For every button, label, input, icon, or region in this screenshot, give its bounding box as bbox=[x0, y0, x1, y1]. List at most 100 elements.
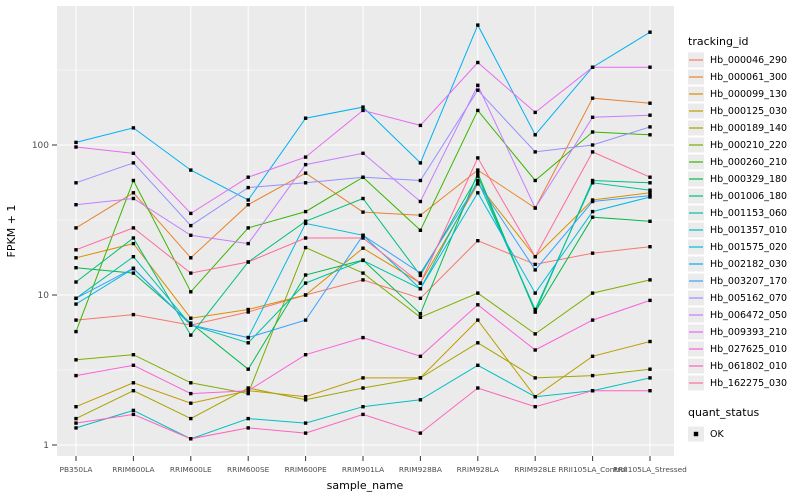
data-point-Hb_001006_180 bbox=[189, 333, 193, 337]
data-point-Hb_001575_020 bbox=[533, 291, 537, 295]
data-point-Hb_002182_030 bbox=[131, 126, 136, 130]
data-point-Hb_162275_030 bbox=[74, 248, 78, 252]
x-axis-title: sample_name bbox=[327, 479, 404, 492]
legend-label-Hb_005162_070: Hb_005162_070 bbox=[710, 293, 787, 304]
x-tick-label: RRIM600PE bbox=[285, 465, 327, 474]
data-point-Hb_002182_030 bbox=[418, 161, 423, 165]
data-point-Hb_001357_010 bbox=[418, 398, 423, 402]
data-point-Hb_000329_180 bbox=[246, 367, 250, 371]
data-point-Hb_162275_030 bbox=[648, 175, 652, 179]
data-point-Hb_005162_070 bbox=[361, 175, 365, 179]
data-point-Hb_000061_300 bbox=[303, 171, 308, 175]
data-point-Hb_000210_220 bbox=[74, 358, 78, 362]
data-point-Hb_000189_140 bbox=[246, 386, 250, 390]
data-point-Hb_003207_170 bbox=[74, 296, 78, 300]
legend-label-Hb_000329_180: Hb_000329_180 bbox=[710, 174, 787, 185]
data-point-Hb_001006_180 bbox=[74, 280, 78, 284]
data-point-Hb_000210_220 bbox=[131, 353, 136, 357]
data-point-Hb_000099_130 bbox=[189, 316, 193, 320]
data-point-Hb_027625_010 bbox=[189, 391, 193, 396]
data-point-Hb_006472_050 bbox=[74, 203, 78, 207]
data-point-Hb_001575_020 bbox=[590, 209, 595, 214]
data-point-Hb_001006_180 bbox=[590, 178, 595, 183]
data-point-Hb_061802_010 bbox=[303, 431, 308, 435]
data-point-Hb_162275_030 bbox=[418, 281, 423, 285]
data-point-Hb_000061_300 bbox=[361, 210, 365, 214]
legend-label-Hb_000189_140: Hb_000189_140 bbox=[710, 123, 787, 134]
data-point-Hb_162275_030 bbox=[533, 255, 537, 259]
data-point-Hb_027625_010 bbox=[418, 354, 423, 358]
legend-label-quant-ok: OK bbox=[710, 429, 724, 440]
data-point-Hb_000046_290 bbox=[648, 245, 652, 249]
data-point-Hb_000329_180 bbox=[590, 215, 595, 219]
data-point-Hb_009393_210 bbox=[418, 123, 423, 128]
data-point-Hb_009393_210 bbox=[246, 175, 250, 179]
data-point-Hb_000125_030 bbox=[476, 318, 480, 322]
data-point-Hb_000210_220 bbox=[246, 391, 250, 396]
data-point-Hb_000046_290 bbox=[533, 262, 537, 267]
legend-label-Hb_000210_220: Hb_000210_220 bbox=[710, 140, 787, 151]
legend-label-Hb_000046_290: Hb_000046_290 bbox=[710, 55, 787, 66]
data-point-Hb_009393_210 bbox=[189, 211, 193, 216]
data-point-Hb_006472_050 bbox=[303, 162, 308, 167]
x-tick-label: RRIM901LA bbox=[342, 465, 384, 474]
x-tick-label: RRIM600LE bbox=[170, 465, 212, 474]
data-point-Hb_009393_210 bbox=[361, 108, 365, 113]
data-point-Hb_009393_210 bbox=[648, 65, 652, 69]
data-point-Hb_003207_170 bbox=[533, 268, 537, 272]
data-point-Hb_000329_180 bbox=[189, 321, 193, 325]
data-point-Hb_000329_180 bbox=[418, 312, 423, 316]
data-point-Hb_000125_030 bbox=[74, 405, 78, 409]
data-point-Hb_000210_220 bbox=[418, 315, 423, 319]
data-point-Hb_006472_050 bbox=[648, 113, 652, 117]
data-point-Hb_001357_010 bbox=[74, 426, 78, 430]
y-tick-label: 100 bbox=[32, 141, 49, 151]
data-point-Hb_005162_070 bbox=[648, 125, 652, 129]
x-tick-label: RRIM600SE bbox=[227, 465, 270, 474]
data-point-Hb_000046_290 bbox=[361, 278, 365, 282]
data-point-Hb_000099_130 bbox=[648, 191, 652, 195]
data-point-Hb_000329_180 bbox=[303, 273, 308, 277]
data-point-Hb_002182_030 bbox=[533, 133, 537, 137]
data-point-Hb_000061_300 bbox=[648, 101, 652, 105]
data-point-Hb_000046_290 bbox=[476, 239, 480, 243]
data-point-Hb_000189_140 bbox=[74, 416, 78, 421]
data-point-Hb_027625_010 bbox=[361, 335, 365, 340]
data-point-Hb_001153_060 bbox=[590, 181, 595, 185]
data-point-Hb_003207_170 bbox=[590, 199, 595, 204]
data-point-Hb_000189_140 bbox=[476, 341, 480, 345]
data-point-Hb_002182_030 bbox=[361, 105, 365, 109]
data-point-Hb_000189_140 bbox=[418, 376, 423, 380]
data-point-Hb_009393_210 bbox=[533, 110, 537, 115]
legend-label-Hb_000061_300: Hb_000061_300 bbox=[710, 72, 787, 83]
grid-lines bbox=[57, 6, 674, 456]
legend-label-Hb_001357_010: Hb_001357_010 bbox=[710, 225, 787, 236]
legend-label-Hb_006472_050: Hb_006472_050 bbox=[710, 310, 787, 321]
legend-title-tracking-id: tracking_id bbox=[688, 35, 749, 48]
data-point-Hb_000189_140 bbox=[590, 373, 595, 378]
data-point-Hb_000210_220 bbox=[648, 278, 652, 282]
data-points bbox=[74, 23, 652, 441]
data-point-Hb_001006_180 bbox=[648, 181, 652, 185]
data-point-Hb_000099_130 bbox=[74, 256, 78, 260]
data-point-Hb_061802_010 bbox=[131, 412, 136, 417]
data-point-Hb_000061_300 bbox=[476, 168, 480, 172]
data-point-Hb_006472_050 bbox=[476, 83, 480, 87]
data-point-Hb_000061_300 bbox=[418, 213, 423, 217]
data-point-Hb_162275_030 bbox=[303, 236, 308, 240]
data-point-Hb_000210_220 bbox=[189, 381, 193, 385]
data-point-Hb_000210_220 bbox=[476, 291, 480, 295]
data-point-Hb_027625_010 bbox=[303, 353, 308, 357]
data-point-Hb_000061_300 bbox=[74, 226, 78, 230]
data-point-Hb_162275_030 bbox=[131, 226, 136, 230]
x-tick-label: RRIM928BA bbox=[399, 465, 442, 474]
data-point-Hb_000189_140 bbox=[189, 416, 193, 421]
data-point-Hb_002182_030 bbox=[303, 116, 308, 120]
data-point-Hb_009393_210 bbox=[74, 145, 78, 149]
data-point-Hb_002182_030 bbox=[246, 198, 250, 202]
data-point-Hb_005162_070 bbox=[74, 181, 78, 185]
data-point-Hb_001153_060 bbox=[648, 188, 652, 192]
y-tick-label: 10 bbox=[38, 291, 50, 301]
